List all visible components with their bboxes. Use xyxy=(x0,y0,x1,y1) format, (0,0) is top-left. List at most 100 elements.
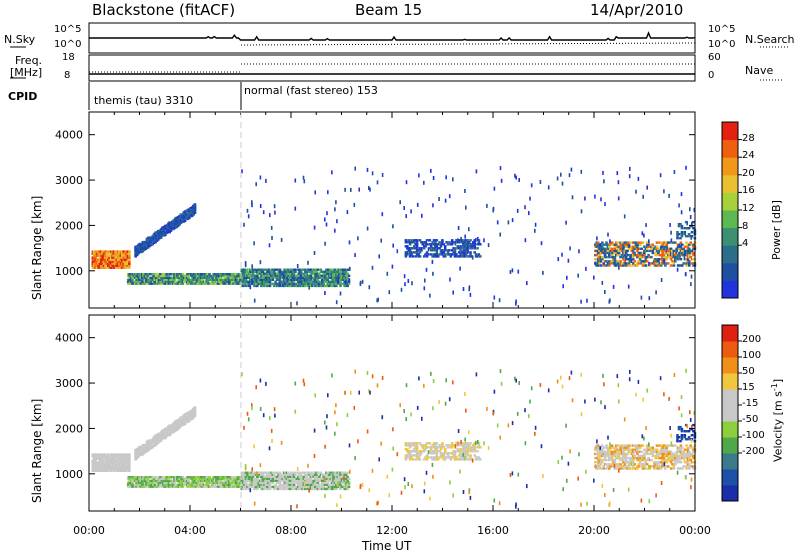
echo-cell xyxy=(161,479,165,483)
echo-cell xyxy=(260,284,263,288)
echo-cell xyxy=(240,475,244,478)
echo-cell xyxy=(154,440,157,443)
echo-cell xyxy=(143,273,147,276)
echo-cell xyxy=(677,436,681,439)
echo-cell xyxy=(661,255,664,259)
echo-cell xyxy=(101,252,104,255)
echo-cell xyxy=(633,444,636,447)
echo-cell xyxy=(335,272,338,275)
echo-cell xyxy=(334,207,336,212)
echo-cell xyxy=(295,485,299,489)
echo-cell xyxy=(158,234,161,237)
echo-cell xyxy=(429,245,433,248)
echo-cell xyxy=(229,278,232,281)
echo-cell xyxy=(191,485,194,488)
echo-cell xyxy=(198,485,201,488)
echo-cell xyxy=(638,255,642,259)
echo-cell xyxy=(169,432,173,435)
echo-cell xyxy=(107,262,110,265)
echo-cell xyxy=(677,222,681,226)
echo-cell xyxy=(121,258,124,261)
echo-cell xyxy=(227,273,231,276)
echo-cell xyxy=(243,477,246,480)
echo-cell xyxy=(346,485,349,489)
echo-cell xyxy=(438,197,440,201)
echo-cell xyxy=(107,254,110,257)
echo-cell xyxy=(606,249,610,253)
echo-cell xyxy=(333,278,337,281)
echo-cell xyxy=(406,241,409,244)
echo-cell xyxy=(131,479,134,483)
echo-cell xyxy=(651,245,655,248)
echo-cell xyxy=(678,446,681,449)
echo-cell xyxy=(139,276,143,280)
echo-cell xyxy=(633,454,636,458)
echo-cell xyxy=(669,223,671,227)
echo-cell xyxy=(652,258,656,261)
echo-cell xyxy=(212,274,215,278)
echo-cell xyxy=(634,444,638,447)
echo-cell xyxy=(596,243,600,246)
echo-cell xyxy=(187,282,190,285)
echo-cell xyxy=(683,233,687,236)
echo-cell xyxy=(155,441,159,444)
echo-cell xyxy=(169,221,173,225)
echo-cell xyxy=(188,483,192,486)
echo-cell xyxy=(309,278,313,281)
echo-cell xyxy=(111,455,114,458)
echo-cell xyxy=(449,253,453,256)
echo-cell xyxy=(201,483,204,486)
echo-cell xyxy=(486,203,488,208)
echo-cell xyxy=(208,479,211,483)
echo-cell xyxy=(441,442,444,445)
echo-cell xyxy=(99,469,103,472)
echo-cell xyxy=(606,245,610,248)
echo-cell xyxy=(97,258,100,261)
echo-cell xyxy=(624,465,628,468)
echo-cell xyxy=(313,471,317,474)
echo-cell xyxy=(619,241,622,244)
echo-cell xyxy=(180,276,183,280)
echo-cell xyxy=(674,255,677,259)
echo-cell xyxy=(232,274,235,278)
cpid-segment-2: normal (fast stereo) 153 xyxy=(244,84,378,97)
echo-cell xyxy=(219,278,223,281)
echo-cell xyxy=(116,457,120,460)
echo-cell xyxy=(249,268,252,271)
echo-cell xyxy=(692,251,695,255)
echo-cell xyxy=(98,461,102,464)
echo-cell xyxy=(169,483,172,486)
echo-cell xyxy=(170,476,173,479)
echo-cell xyxy=(404,251,408,254)
echo-cell xyxy=(675,251,678,255)
echo-cell xyxy=(92,256,96,259)
echo-cell xyxy=(244,278,248,281)
echo-cell xyxy=(339,473,342,476)
echo-cell xyxy=(180,485,183,488)
echo-cell xyxy=(518,178,520,182)
echo-cell xyxy=(111,459,114,462)
echo-cell xyxy=(450,249,454,252)
echo-cell xyxy=(251,473,255,476)
echo-cell xyxy=(274,274,277,277)
echo-cell xyxy=(643,467,646,470)
echo-cell xyxy=(176,282,179,285)
echo-cell xyxy=(517,269,520,274)
echo-cell xyxy=(596,465,600,468)
echo-cell xyxy=(680,434,684,437)
echo-cell xyxy=(239,273,242,276)
echo-cell xyxy=(292,479,296,482)
echo-cell xyxy=(230,280,234,283)
echo-cell xyxy=(187,483,190,486)
echo-cell xyxy=(114,264,117,267)
echo-cell xyxy=(326,485,330,489)
echo-cell xyxy=(547,185,550,190)
echo-cell xyxy=(222,485,225,488)
echo-cell xyxy=(528,211,530,216)
echo-cell xyxy=(198,483,201,486)
echo-cell xyxy=(413,448,416,451)
echo-cell xyxy=(565,220,567,225)
echo-cell xyxy=(216,282,220,285)
echo-cell xyxy=(620,253,624,257)
echo-cell xyxy=(606,450,610,453)
